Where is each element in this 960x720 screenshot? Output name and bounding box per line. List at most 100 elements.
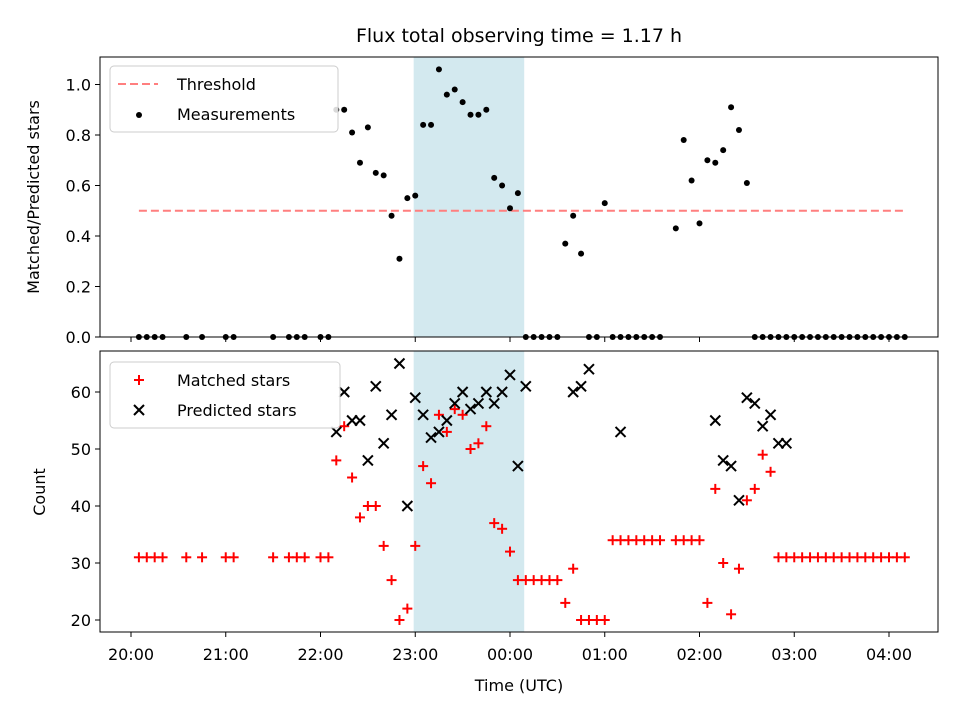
matched-star-point	[694, 535, 705, 546]
predicted-x-b	[733, 494, 745, 507]
matched-star-point	[718, 558, 729, 568]
predicted-star-point	[733, 494, 745, 507]
matched-star-point	[473, 438, 484, 449]
bottom-x-axis: 20:00 21:00 22:00 23:00 00:00 01:00 02:00 03:00…	[108, 632, 912, 664]
x-tick-label: 21:00	[203, 645, 249, 664]
matched-star-point	[505, 546, 515, 557]
predicted-x-b	[717, 454, 729, 467]
predicted-star-point	[393, 357, 406, 370]
predicted-star-point	[330, 426, 342, 438]
x-tick-label: 04:00	[866, 645, 912, 664]
predicted-x-b	[441, 414, 453, 427]
measurement-point	[467, 111, 474, 118]
top-y-tick-label: 0.8	[66, 126, 91, 145]
predicted-x-b	[354, 414, 366, 427]
predicted-x-b	[338, 386, 350, 398]
predicted-x-b	[417, 409, 429, 421]
matched-star-point	[465, 444, 476, 454]
measurement-point	[475, 111, 482, 118]
legend-measurements-swatch	[136, 112, 142, 118]
matched-star-point	[347, 472, 358, 483]
predicted-star-point	[567, 386, 579, 398]
top-y-tick-label: 0.2	[66, 278, 91, 297]
matched-star-point	[599, 615, 610, 625]
matched-star-point	[228, 552, 239, 563]
matched-star-point	[418, 461, 429, 472]
measurement-point	[578, 250, 585, 257]
predicted-x-b	[401, 500, 414, 512]
matched-star-point	[354, 512, 365, 523]
measurement-point	[435, 66, 442, 73]
predicted-star-point	[488, 397, 500, 410]
predicted-x-b	[456, 386, 469, 398]
measurement-point	[443, 91, 450, 98]
x-tick-label: 01:00	[582, 645, 628, 664]
top-x-ticks	[130, 337, 890, 342]
predicted-star-point	[425, 431, 437, 444]
matched-star-point	[726, 609, 737, 620]
matched-star-point	[449, 404, 460, 415]
predicted-x-b	[756, 420, 769, 432]
bottom-y-tick-label: 30	[71, 554, 91, 573]
measurement-point	[514, 190, 521, 197]
matched-star-point	[497, 523, 508, 534]
matched-star-point	[733, 563, 744, 574]
matched-star-point	[378, 540, 389, 551]
matched-star-point	[568, 563, 579, 574]
matched-star-point	[426, 478, 437, 489]
measurement-point	[688, 177, 695, 184]
x-axis-label: Time (UTC)	[474, 676, 563, 695]
top-y-tick-label: 1.0	[66, 76, 91, 95]
predicted-x-b	[472, 397, 485, 410]
legend-measurements-label: Measurements	[177, 105, 295, 124]
predicted-star-point	[362, 454, 374, 467]
bottom-axes-frame	[99, 350, 939, 633]
measurement-point	[349, 129, 356, 136]
bottom-legend-box	[109, 361, 341, 429]
measurement-point	[672, 225, 679, 232]
measurement-point	[491, 174, 498, 181]
predicted-star-point	[417, 409, 429, 421]
bottom-y-axis: 20 30 40 50 60	[71, 383, 100, 630]
predicted-star-point	[504, 369, 516, 381]
matched-star-point	[441, 426, 452, 437]
bottom-y-axis-label: Count	[30, 468, 49, 516]
matched-star-point	[299, 552, 310, 563]
bottom-y-tick-label: 60	[71, 383, 91, 402]
measurement-point	[712, 159, 719, 166]
x-tick-label: 20:00	[108, 645, 154, 664]
measurement-point	[451, 86, 458, 93]
predicted-x-b	[425, 431, 437, 444]
matched-star-point	[552, 575, 563, 586]
predicted-x-b	[409, 391, 421, 404]
predicted-x-b	[377, 437, 390, 450]
measurement-point	[562, 240, 569, 247]
measurement-point	[507, 205, 513, 212]
bottom-span	[413, 351, 525, 632]
top-y-axis: 0.0 0.2 0.4 0.6 0.8 1.0	[66, 76, 100, 347]
matched-star-point	[339, 421, 350, 432]
measurement-point	[372, 169, 379, 176]
predicted-star-point	[512, 460, 524, 472]
measurement-point	[412, 192, 419, 199]
top-y-axis-label: Matched/Predicted stars	[24, 100, 43, 294]
predicted-x-b	[370, 380, 382, 393]
predicted-star-point	[449, 397, 461, 410]
predicted-x-b	[433, 426, 445, 438]
predicted-x-b	[709, 414, 721, 427]
predicted-star-point	[456, 386, 469, 398]
matched-star-point	[370, 501, 381, 511]
predicted-x-b	[520, 380, 532, 393]
predicted-star-point	[741, 391, 753, 404]
matched-star-point	[268, 552, 279, 563]
predicted-star-point	[409, 391, 421, 404]
predicted-star-point	[496, 386, 508, 398]
measurement-point	[743, 179, 750, 186]
top-y-tick-label: 0.6	[66, 177, 91, 196]
measurement-point	[428, 121, 435, 128]
predicted-x-b	[330, 426, 342, 438]
top-axes-frame	[99, 56, 939, 338]
predicted-x-b	[725, 460, 737, 472]
predicted-star-point	[338, 386, 350, 398]
x-tick-label: 02:00	[676, 645, 722, 664]
